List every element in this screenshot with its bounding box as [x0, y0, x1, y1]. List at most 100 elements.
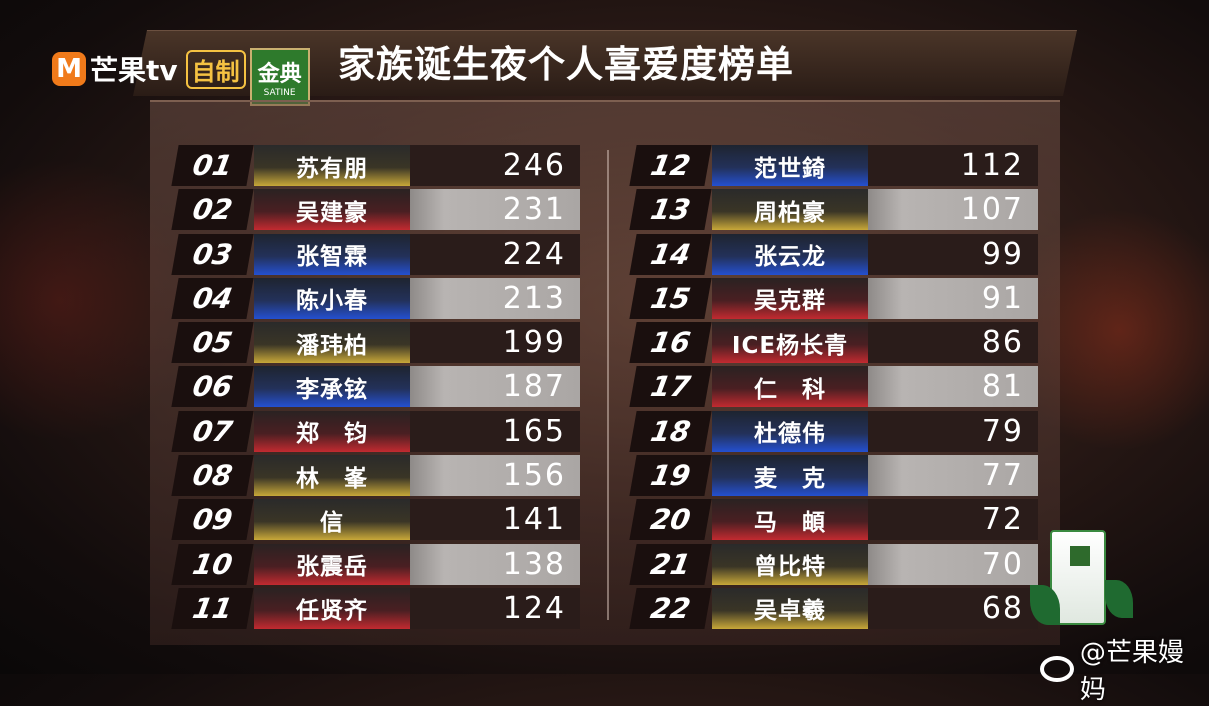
contestant-name: 周柏豪 [712, 189, 868, 231]
column-divider [607, 150, 609, 620]
rank-number: 12 [629, 145, 712, 186]
score-value: 77 [868, 455, 1038, 497]
ranking-row: 18 杜德伟 79 [629, 410, 1038, 452]
rank-number: 18 [629, 410, 712, 452]
rank-number: 10 [171, 543, 254, 585]
page-title: 家族诞生夜个人喜爱度榜单 [338, 43, 794, 86]
ranking-row: 15 吴克群 91 [629, 277, 1038, 319]
ranking-row: 07 郑 钧 165 [171, 410, 580, 452]
score-value: 79 [868, 410, 1038, 452]
ranking-row: 20 马 頔 72 [629, 499, 1038, 541]
score-value: 99 [868, 233, 1038, 275]
score-value: 124 [410, 587, 580, 629]
rank-number: 15 [629, 277, 712, 319]
contestant-name: 苏有朋 [254, 145, 410, 186]
score-value: 231 [410, 189, 580, 231]
contestant-name: 林 峯 [254, 455, 410, 497]
rank-number: 02 [171, 189, 254, 231]
contestant-name: 张云龙 [712, 233, 868, 275]
score-value: 91 [868, 277, 1038, 319]
rank-number: 06 [171, 366, 254, 408]
rank-number: 17 [629, 366, 712, 408]
ranking-row: 02 吴建豪 231 [171, 189, 580, 231]
rank-number: 04 [171, 277, 254, 319]
score-value: 112 [868, 145, 1038, 186]
contestant-name: 曾比特 [712, 543, 868, 585]
ranking-right-column: 12 范世錡 112 13 周柏豪 107 14 张云龙 99 15 吴克群 91 16 ICE杨长青 86… [629, 145, 1038, 632]
contestant-name: 仁 科 [712, 366, 868, 408]
ranking-row: 04 陈小春 213 [171, 277, 580, 319]
score-value: 246 [410, 145, 580, 186]
contestant-name: 信 [254, 499, 410, 541]
contestant-name: 李承铉 [254, 366, 410, 408]
contestant-name: 陈小春 [254, 277, 410, 319]
contestant-name: ICE杨长青 [712, 322, 868, 364]
contestant-name: 麦 克 [712, 455, 868, 497]
score-value: 86 [868, 322, 1038, 364]
rank-number: 07 [171, 410, 254, 452]
rank-number: 05 [171, 322, 254, 364]
score-value: 165 [410, 410, 580, 452]
leaf-decoration [1105, 580, 1133, 618]
score-value: 141 [410, 499, 580, 541]
ranking-row: 14 张云龙 99 [629, 233, 1038, 275]
ranking-left-column: 01 苏有朋 246 02 吴建豪 231 03 张智霖 224 04 陈小春 213 05 潘玮柏 199… [171, 145, 580, 632]
rank-number: 20 [629, 499, 712, 541]
weibo-watermark: @芒果嫚妈 [1040, 632, 1209, 706]
rank-number: 13 [629, 189, 712, 231]
ranking-row: 19 麦 克 77 [629, 455, 1038, 497]
contestant-name: 吴卓羲 [712, 587, 868, 629]
rank-number: 08 [171, 455, 254, 497]
rank-number: 01 [171, 145, 254, 186]
score-value: 81 [868, 366, 1038, 408]
rank-number: 09 [171, 499, 254, 541]
ranking-row: 17 仁 科 81 [629, 366, 1038, 408]
brand-name: 芒果tv [90, 54, 178, 87]
score-value: 187 [410, 366, 580, 408]
ranking-row: 05 潘玮柏 199 [171, 322, 580, 364]
contestant-name: 张震岳 [254, 543, 410, 585]
rank-number: 22 [629, 587, 712, 629]
score-value: 199 [410, 322, 580, 364]
contestant-name: 吴克群 [712, 277, 868, 319]
ranking-row: 12 范世錡 112 [629, 145, 1038, 186]
rank-number: 16 [629, 322, 712, 364]
ranking-row: 13 周柏豪 107 [629, 189, 1038, 231]
score-value: 213 [410, 277, 580, 319]
contestant-name: 郑 钧 [254, 410, 410, 452]
ranking-row: 08 林 峯 156 [171, 455, 580, 497]
sponsor-logo: 金典 SATINE [249, 48, 310, 106]
watermark-text: @芒果嫚妈 [1079, 638, 1184, 705]
contestant-name: 任贤齐 [254, 587, 410, 629]
ranking-row: 09 信 141 [171, 499, 580, 541]
ranking-row: 06 李承铉 187 [171, 366, 580, 408]
score-value: 107 [868, 189, 1038, 231]
original-badge: 自制 [185, 49, 246, 89]
contestant-name: 潘玮柏 [254, 322, 410, 364]
weibo-icon [1040, 656, 1074, 682]
mango-logo-icon: M [52, 52, 86, 86]
score-value: 156 [410, 455, 580, 497]
ranking-row: 21 曾比特 70 [629, 543, 1038, 585]
ranking-row: 10 张震岳 138 [171, 543, 580, 585]
score-value: 72 [868, 499, 1038, 541]
ranking-row: 01 苏有朋 246 [171, 145, 580, 186]
mango-tv-logo: M 芒果tv 自制 金典 SATINE [52, 40, 310, 106]
rank-number: 14 [629, 233, 712, 275]
contestant-name: 范世錡 [712, 145, 868, 186]
sponsor-product-image [1050, 530, 1106, 625]
rank-number: 11 [171, 587, 254, 629]
ranking-row: 22 吴卓羲 68 [629, 587, 1038, 629]
rank-number: 03 [171, 233, 254, 275]
ranking-row: 03 张智霖 224 [171, 233, 580, 275]
score-value: 138 [410, 543, 580, 585]
score-value: 224 [410, 233, 580, 275]
score-value: 68 [868, 587, 1038, 629]
contestant-name: 杜德伟 [712, 410, 868, 452]
rank-number: 21 [629, 543, 712, 585]
leaf-decoration [1030, 585, 1060, 625]
contestant-name: 马 頔 [712, 499, 868, 541]
ranking-row: 16 ICE杨长青 86 [629, 322, 1038, 364]
product-logo [1070, 546, 1090, 566]
contestant-name: 吴建豪 [254, 189, 410, 231]
